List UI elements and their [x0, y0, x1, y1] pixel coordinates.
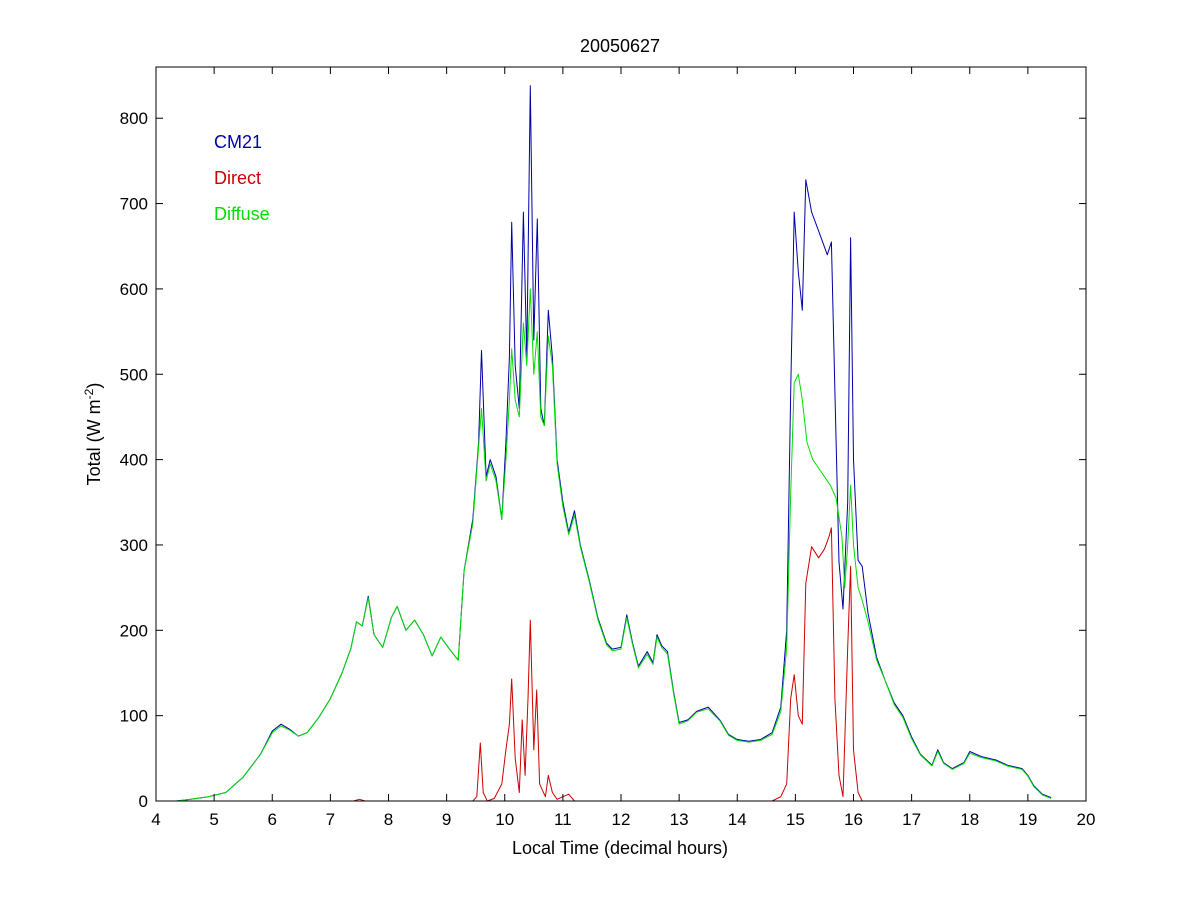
x-tick-label: 12 — [612, 810, 631, 829]
y-tick-label: 0 — [139, 792, 148, 811]
y-axis-label: Total (W m-2) — [82, 383, 104, 486]
series-line-cm21 — [176, 85, 1052, 802]
y-tick-label: 100 — [120, 707, 148, 726]
x-tick-label: 5 — [209, 810, 218, 829]
x-tick-label: 16 — [844, 810, 863, 829]
y-tick-label: 300 — [120, 536, 148, 555]
x-axis: 4 5 6 7 8 9 10 11 12 13 14 15 16 17 18 19 20 — [151, 67, 1095, 829]
x-tick-label: 9 — [442, 810, 451, 829]
y-axis: 0 100 200 300 400 500 600 700 800 — [120, 109, 1086, 811]
legend-entry-direct: Direct — [214, 168, 261, 188]
x-tick-label: 14 — [728, 810, 747, 829]
x-tick-label: 10 — [495, 810, 514, 829]
x-tick-label: 17 — [902, 810, 921, 829]
x-tick-label: 18 — [960, 810, 979, 829]
x-tick-label: 15 — [786, 810, 805, 829]
legend: CM21 Direct Diffuse — [214, 132, 270, 224]
y-tick-label: 700 — [120, 195, 148, 214]
chart-title: 20050627 — [580, 36, 660, 56]
series-line-direct — [225, 527, 1052, 802]
series-line-diffuse — [176, 288, 1052, 802]
axes-frame — [155, 66, 1087, 802]
y-tick-label: 500 — [120, 365, 148, 384]
x-tick-label: 6 — [268, 810, 277, 829]
y-axis-label-sup: -2 — [82, 388, 96, 399]
x-tick-label: 4 — [151, 810, 160, 829]
plot-area — [176, 85, 1052, 802]
y-tick-label: 200 — [120, 621, 148, 640]
y-axis-label-main: Total (W m — [84, 399, 104, 485]
y-tick-label: 800 — [120, 109, 148, 128]
x-tick-label: 19 — [1018, 810, 1037, 829]
legend-entry-diffuse: Diffuse — [214, 204, 270, 224]
x-tick-label: 8 — [384, 810, 393, 829]
x-tick-label: 20 — [1077, 810, 1096, 829]
y-axis-label-end: ) — [84, 383, 104, 389]
x-tick-label: 13 — [670, 810, 689, 829]
legend-entry-cm21: CM21 — [214, 132, 262, 152]
y-tick-label: 400 — [120, 451, 148, 470]
x-tick-label: 7 — [326, 810, 335, 829]
y-tick-label: 600 — [120, 280, 148, 299]
x-tick-label: 11 — [554, 810, 572, 829]
x-axis-label: Local Time (decimal hours) — [512, 838, 728, 858]
